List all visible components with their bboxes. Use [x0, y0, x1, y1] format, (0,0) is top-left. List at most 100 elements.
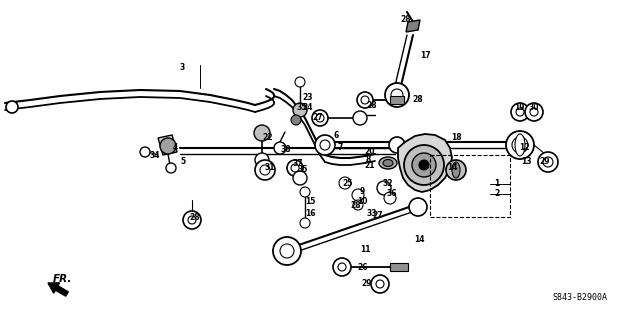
Text: 10: 10: [356, 197, 367, 206]
Text: 28: 28: [189, 213, 200, 222]
Text: 11: 11: [360, 244, 371, 254]
Circle shape: [409, 198, 427, 216]
Polygon shape: [406, 20, 420, 32]
Text: 14: 14: [447, 164, 457, 173]
Text: 17: 17: [420, 51, 430, 61]
Circle shape: [291, 115, 301, 125]
Text: 29: 29: [362, 279, 372, 288]
FancyArrow shape: [48, 283, 68, 296]
Circle shape: [254, 125, 270, 141]
Text: 2: 2: [494, 189, 500, 198]
Text: 26: 26: [358, 263, 368, 272]
Circle shape: [166, 163, 176, 173]
Circle shape: [312, 110, 328, 126]
Circle shape: [274, 142, 286, 154]
Text: 30: 30: [529, 103, 540, 113]
Text: 1: 1: [494, 180, 500, 189]
Circle shape: [255, 160, 275, 180]
Circle shape: [183, 211, 201, 229]
Circle shape: [512, 137, 528, 153]
Circle shape: [525, 103, 543, 121]
Circle shape: [412, 153, 436, 177]
Text: 14: 14: [413, 235, 424, 244]
Ellipse shape: [452, 162, 460, 178]
Ellipse shape: [379, 157, 397, 169]
Text: 36: 36: [387, 189, 397, 197]
Circle shape: [423, 141, 431, 149]
Text: S843-B2900A: S843-B2900A: [552, 293, 607, 302]
Text: 28: 28: [351, 201, 362, 210]
Circle shape: [316, 114, 324, 122]
Circle shape: [361, 96, 369, 104]
Circle shape: [446, 160, 466, 180]
Circle shape: [530, 108, 538, 116]
Circle shape: [385, 83, 409, 107]
Circle shape: [376, 280, 384, 288]
Circle shape: [377, 181, 391, 195]
Text: 7: 7: [337, 144, 342, 152]
Polygon shape: [390, 96, 404, 104]
Circle shape: [320, 140, 330, 150]
Text: 33: 33: [367, 209, 377, 218]
Circle shape: [6, 101, 18, 113]
Polygon shape: [398, 134, 452, 192]
Circle shape: [391, 89, 403, 101]
Circle shape: [333, 258, 351, 276]
Text: 28: 28: [401, 14, 412, 24]
Circle shape: [300, 187, 310, 197]
Circle shape: [516, 108, 524, 116]
Circle shape: [371, 275, 389, 293]
Text: 28: 28: [413, 95, 423, 105]
Text: 34: 34: [150, 151, 160, 160]
Circle shape: [273, 237, 301, 265]
Text: 29: 29: [540, 158, 550, 167]
Text: 8: 8: [365, 155, 371, 165]
Circle shape: [315, 135, 335, 155]
Text: 18: 18: [451, 133, 461, 143]
Circle shape: [418, 136, 436, 154]
Text: 5: 5: [180, 157, 186, 166]
Circle shape: [389, 137, 405, 153]
Text: 13: 13: [521, 157, 531, 166]
Circle shape: [287, 160, 303, 176]
Polygon shape: [390, 263, 408, 271]
Circle shape: [280, 244, 294, 258]
Text: 25: 25: [343, 179, 353, 188]
Text: 24: 24: [303, 103, 313, 113]
Text: 32: 32: [383, 179, 393, 188]
Text: 38: 38: [281, 145, 291, 153]
Circle shape: [352, 189, 364, 201]
Ellipse shape: [515, 134, 525, 156]
Polygon shape: [158, 135, 177, 155]
Text: 35: 35: [298, 166, 308, 174]
Text: 23: 23: [303, 93, 313, 101]
Text: 31: 31: [265, 164, 275, 173]
Text: 20: 20: [365, 147, 375, 157]
Bar: [430, 155, 510, 217]
Circle shape: [511, 103, 529, 121]
Text: 22: 22: [263, 133, 273, 143]
Circle shape: [291, 164, 299, 172]
Circle shape: [339, 177, 351, 189]
Circle shape: [188, 216, 196, 224]
Text: 16: 16: [305, 209, 316, 218]
Text: 4: 4: [172, 144, 178, 152]
Text: FR.: FR.: [53, 274, 72, 284]
Text: 35: 35: [297, 103, 307, 113]
Text: 9: 9: [360, 188, 365, 197]
Circle shape: [260, 165, 270, 175]
Circle shape: [419, 160, 429, 170]
Circle shape: [300, 218, 310, 228]
Circle shape: [538, 152, 558, 172]
Circle shape: [140, 147, 150, 157]
Circle shape: [404, 145, 444, 185]
Circle shape: [160, 138, 176, 154]
Text: 15: 15: [305, 197, 315, 206]
Circle shape: [357, 92, 373, 108]
Text: 3: 3: [179, 63, 184, 72]
Circle shape: [506, 131, 534, 159]
Circle shape: [338, 263, 346, 271]
Text: 27: 27: [372, 211, 383, 219]
Circle shape: [543, 157, 553, 167]
Text: 37: 37: [292, 159, 303, 167]
